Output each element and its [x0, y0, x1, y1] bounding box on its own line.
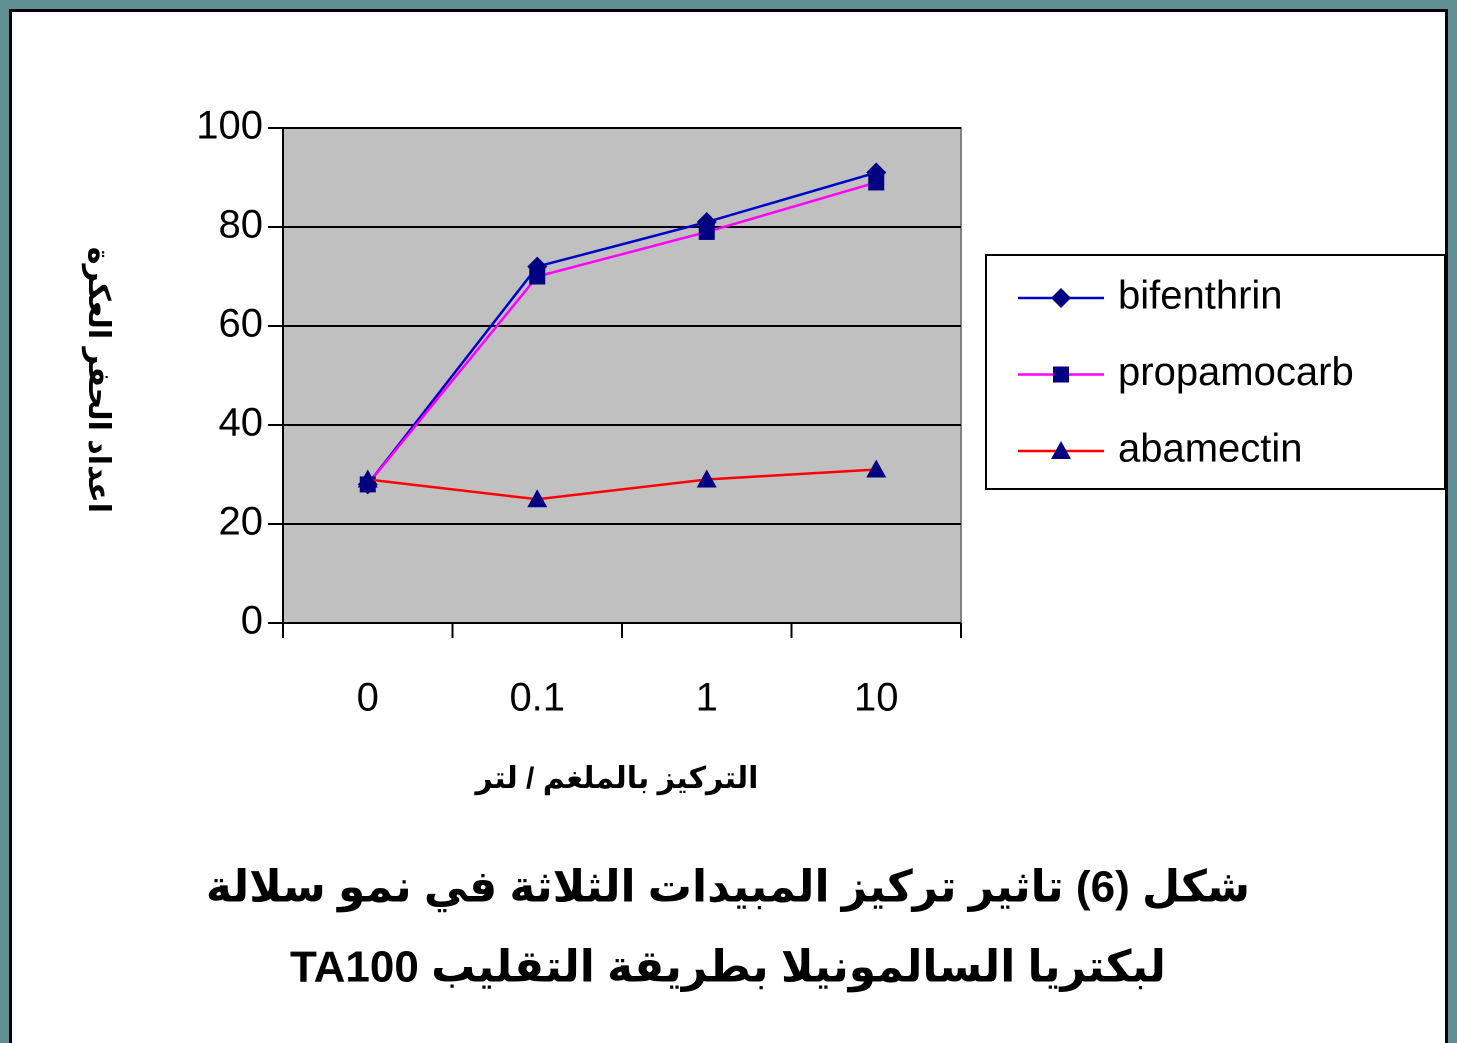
y-tick-label: 80	[219, 203, 264, 247]
y-tick-label: 40	[219, 401, 264, 445]
y-axis-label: اعداد الحفر العكرة	[82, 247, 115, 513]
marker	[696, 469, 717, 488]
y-tick-label: 0	[241, 599, 263, 643]
x-tick-label: 1	[696, 676, 718, 720]
marker	[866, 459, 887, 478]
chart-title: شكل (6) تاثير تركيز المبيدات الثلاثة في …	[206, 863, 1250, 913]
series-line	[366, 171, 877, 486]
legend-label: propamocarb	[1118, 350, 1354, 394]
y-tick-label: 20	[219, 500, 264, 544]
marker	[529, 268, 546, 285]
marker	[527, 489, 548, 508]
marker	[698, 223, 715, 240]
marker	[1053, 366, 1069, 383]
x-tick-label: 0	[357, 676, 379, 720]
legend-label: bifenthrin	[1118, 274, 1283, 318]
x-axis-label: التركيز بالملغم / لتر	[474, 762, 759, 796]
marker	[1051, 441, 1071, 459]
marker	[357, 469, 378, 488]
marker	[868, 174, 885, 191]
chart-subtitle: لبكتريا السالمونيلا بطريقة التقليب TA100	[290, 943, 1166, 993]
marker	[1051, 288, 1071, 308]
series-line	[367, 468, 877, 501]
x-tick-label: 10	[854, 676, 899, 720]
legend-label: abamectin	[1118, 427, 1303, 471]
y-tick-label: 100	[196, 104, 263, 148]
x-tick-label: 0.1	[509, 676, 565, 720]
plot-area	[282, 127, 962, 624]
series-line	[366, 181, 877, 486]
y-tick-label: 60	[219, 302, 264, 346]
